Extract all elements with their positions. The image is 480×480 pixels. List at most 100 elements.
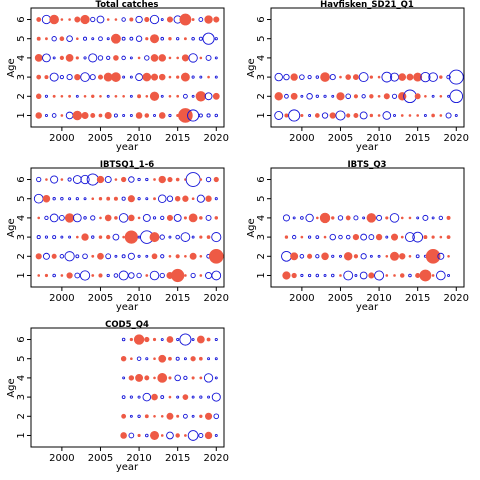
bubble-point [83, 94, 87, 98]
bubble-point [96, 15, 105, 24]
bubble-point [447, 94, 451, 98]
x-tick-label: 2010 [366, 133, 391, 144]
bubble-point [99, 94, 102, 98]
bubble-point [135, 112, 143, 119]
x-tick-label: 2020 [444, 293, 469, 304]
y-tick-label: 5 [256, 196, 267, 202]
bubble-point [190, 272, 196, 279]
bubble-point [33, 193, 44, 204]
bubble-point [353, 254, 359, 259]
bubble-point [369, 113, 374, 118]
bubble-point [99, 216, 102, 220]
bubble-point [404, 232, 415, 243]
x-tick-label: 2020 [204, 133, 229, 144]
bubble-point [82, 253, 88, 260]
bubble-point [323, 94, 327, 98]
plot-frame [270, 167, 465, 288]
x-tick-label: 2005 [328, 133, 353, 144]
bubble-point [199, 56, 203, 60]
bubble-point [213, 413, 220, 420]
bubble-point [59, 55, 64, 61]
bubble-point [315, 254, 320, 259]
bubble-point [175, 234, 180, 240]
bubble-point [168, 356, 172, 361]
bubble-point [98, 235, 103, 239]
bubble-point [144, 113, 150, 118]
bubble-point [75, 94, 79, 98]
bubble-point [377, 94, 381, 98]
bubble-point [198, 356, 203, 361]
bubble-point [211, 392, 221, 402]
bubble-point [425, 248, 441, 264]
bubble-point [299, 254, 305, 259]
bubble-point [211, 232, 222, 243]
bubble-point [42, 252, 50, 260]
bubble-point [307, 253, 313, 259]
bubble-point [168, 395, 172, 399]
bubble-point [168, 94, 172, 98]
bubble-point [205, 195, 212, 202]
bubble-point [204, 15, 213, 24]
bubble-point [158, 175, 166, 184]
bubble-point [167, 176, 173, 183]
bubble-point [188, 53, 198, 63]
bubble-point [121, 337, 126, 342]
plot-frame [30, 327, 225, 448]
bubble-point [89, 74, 96, 81]
bubble-point [168, 56, 172, 60]
bubble-point [158, 112, 166, 119]
bubble-point [206, 235, 211, 239]
bubble-point [44, 94, 48, 98]
bubble-point [212, 92, 220, 100]
bubble-point [168, 376, 172, 380]
bubble-point [208, 248, 224, 264]
bubble-point [76, 37, 79, 41]
bubble-point [106, 196, 111, 201]
bubble-point [447, 254, 450, 258]
bubble-point [97, 55, 104, 61]
bubble-point [206, 337, 211, 342]
bubble-point [336, 92, 345, 101]
bubble-point [49, 14, 59, 25]
panel-title: COD5_Q4 [105, 320, 149, 330]
bubble-point [180, 72, 190, 82]
bubble-point [127, 252, 135, 260]
bubble-point [423, 114, 427, 117]
y-tick-label: 4 [16, 55, 27, 61]
bubble-point [424, 94, 427, 98]
y-tick-label: 4 [256, 215, 267, 221]
bubble-point [292, 234, 297, 240]
y-tick-label: 5 [16, 356, 27, 362]
y-tick-label: 2 [16, 253, 27, 259]
bubble-point [64, 251, 75, 262]
bubble-point [204, 431, 213, 440]
bubble-point [121, 17, 126, 22]
bubble-point [106, 94, 110, 98]
bubble-point [307, 235, 312, 239]
bubble-point [45, 178, 48, 181]
bubble-point [51, 36, 57, 42]
y-tick-label: 3 [16, 74, 27, 80]
bubble-point [182, 195, 189, 202]
bubble-point [406, 73, 414, 81]
bubble-point [144, 16, 150, 23]
x-tick-label: 2000 [289, 133, 314, 144]
bubble-point [98, 273, 103, 278]
bubble-point [214, 337, 218, 342]
bubble-point [51, 253, 57, 259]
bubble-point [205, 176, 212, 183]
bubble-point [90, 113, 96, 118]
bubble-point [343, 252, 353, 261]
bubble-point [91, 235, 95, 239]
bubble-point [58, 215, 65, 221]
x-tick-label: 2010 [126, 453, 151, 464]
bubble-point [91, 37, 95, 41]
bubble-point [75, 197, 79, 201]
bubble-point [420, 71, 431, 83]
bubble-point [68, 94, 72, 98]
bubble-point [314, 113, 320, 118]
bubble-point [187, 109, 200, 122]
bubble-point [176, 56, 179, 60]
bubble-point [91, 197, 95, 201]
